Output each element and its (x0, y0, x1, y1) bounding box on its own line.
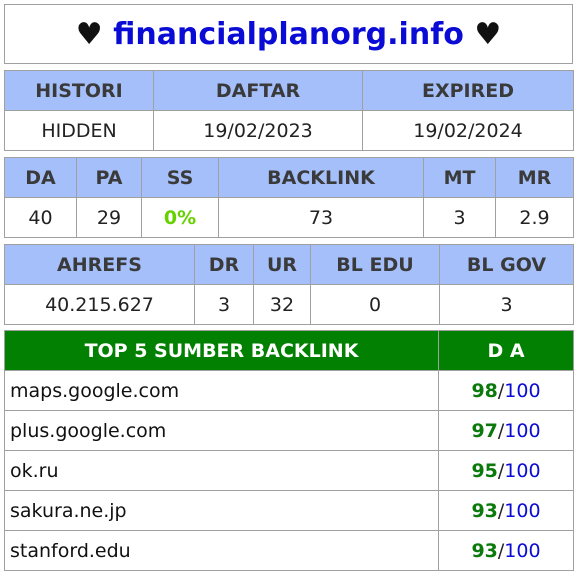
da-max: 100 (504, 499, 541, 522)
da-value: 95 (471, 459, 498, 482)
table-row: ok.ru 95/100 (4, 450, 574, 491)
da-max: 100 (504, 419, 541, 442)
da-value: 93 (471, 499, 498, 522)
da-separator: / (497, 459, 505, 482)
header-bl-edu: BL EDU (310, 244, 440, 285)
da-separator: / (497, 419, 505, 442)
backlink-site[interactable]: plus.google.com (4, 410, 439, 451)
header-ahrefs: AHREFS (4, 244, 195, 285)
heart-icon: ♥ (474, 16, 502, 52)
value-mt: 3 (423, 197, 496, 238)
ahrefs-table: AHREFS DR UR BL EDU BL GOV 40.215.627 3 … (4, 244, 574, 325)
da-separator: / (497, 539, 505, 562)
value-expired: 19/02/2024 (362, 110, 574, 151)
value-bl-edu: 0 (310, 284, 440, 325)
domain-info-table: HISTORI DAFTAR EXPIRED HIDDEN 19/02/2023… (4, 70, 574, 151)
backlink-da: 97/100 (438, 410, 574, 451)
value-dr: 3 (194, 284, 254, 325)
header-backlink: BACKLINK (218, 157, 424, 198)
heart-icon: ♥ (75, 16, 103, 52)
value-daftar: 19/02/2023 (153, 110, 363, 151)
header-da: DA (4, 157, 77, 198)
header-expired: EXPIRED (362, 70, 574, 111)
da-max: 100 (504, 459, 541, 482)
page-title: ♥ financialplanorg.info ♥ (4, 4, 573, 64)
header-mt: MT (423, 157, 496, 198)
header-bl-gov: BL GOV (439, 244, 574, 285)
header-pa: PA (76, 157, 142, 198)
header-ss: SS (141, 157, 219, 198)
da-value: 98 (471, 379, 498, 402)
da-max: 100 (504, 539, 541, 562)
header-da-score: D A (438, 330, 574, 371)
value-bl-gov: 3 (439, 284, 574, 325)
domain-name[interactable]: financialplanorg.info (113, 16, 464, 52)
header-histori: HISTORI (4, 70, 154, 111)
backlink-da: 95/100 (438, 450, 574, 491)
backlink-site[interactable]: sakura.ne.jp (4, 490, 439, 531)
backlink-site[interactable]: stanford.edu (4, 530, 439, 571)
da-max: 100 (504, 379, 541, 402)
backlink-da: 98/100 (438, 370, 574, 411)
value-backlink: 73 (218, 197, 424, 238)
value-ss: 0% (141, 197, 219, 238)
value-ur: 32 (253, 284, 311, 325)
table-row: sakura.ne.jp 93/100 (4, 490, 574, 531)
value-ahrefs: 40.215.627 (4, 284, 195, 325)
backlink-da: 93/100 (438, 490, 574, 531)
da-separator: / (497, 379, 505, 402)
header-daftar: DAFTAR (153, 70, 363, 111)
value-mr: 2.9 (495, 197, 574, 238)
header-ur: UR (253, 244, 311, 285)
backlink-site[interactable]: ok.ru (4, 450, 439, 491)
title-table: ♥ financialplanorg.info ♥ (4, 4, 573, 64)
header-mr: MR (495, 157, 574, 198)
header-dr: DR (194, 244, 254, 285)
moz-metrics-table: DA PA SS BACKLINK MT MR 40 29 0% 73 3 2.… (4, 157, 574, 238)
table-row: plus.google.com 97/100 (4, 410, 574, 451)
da-value: 97 (471, 419, 498, 442)
header-top-sources: TOP 5 SUMBER BACKLINK (4, 330, 439, 371)
value-histori: HIDDEN (4, 110, 154, 151)
value-pa: 29 (76, 197, 142, 238)
da-value: 93 (471, 539, 498, 562)
table-row: maps.google.com 98/100 (4, 370, 574, 411)
top-backlinks-table: TOP 5 SUMBER BACKLINK D A maps.google.co… (4, 330, 574, 571)
value-da: 40 (4, 197, 77, 238)
da-separator: / (497, 499, 505, 522)
backlink-site[interactable]: maps.google.com (4, 370, 439, 411)
table-row: stanford.edu 93/100 (4, 530, 574, 571)
backlink-da: 93/100 (438, 530, 574, 571)
